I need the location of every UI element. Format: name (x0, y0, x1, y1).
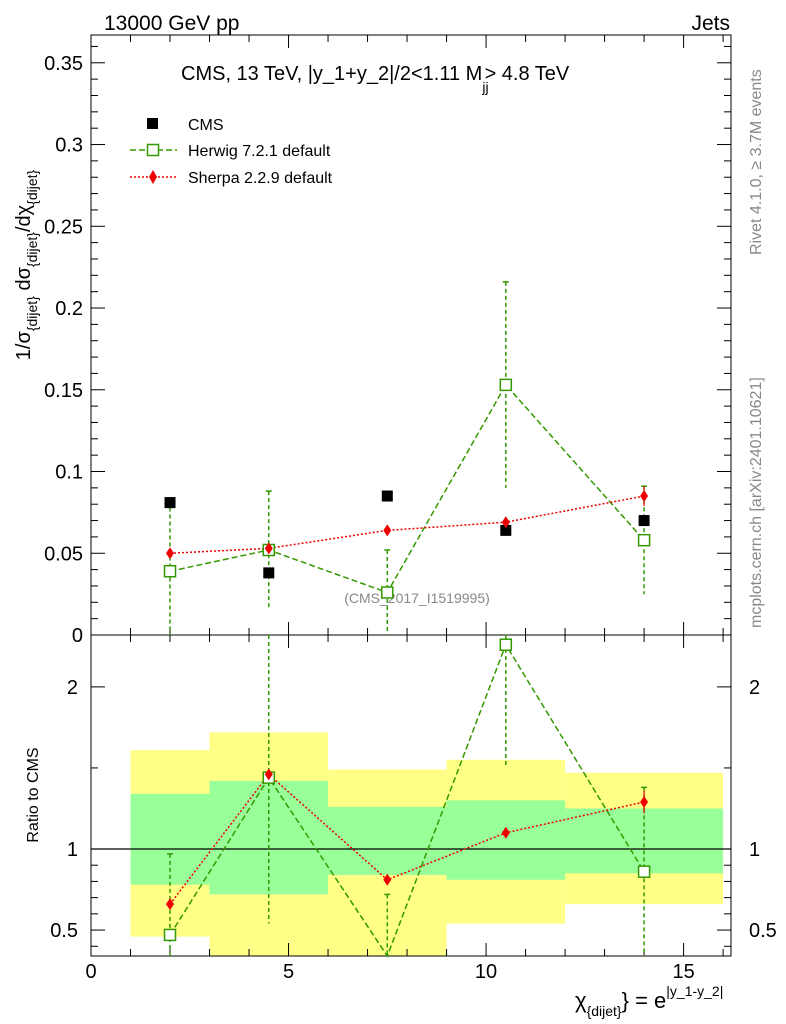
x-tick-label: 0 (85, 961, 96, 983)
x-axis-label: χ{dijet}} = e|y_1-y_2| (575, 983, 723, 1019)
herwig-data-point (637, 533, 651, 547)
cms-data-point (164, 497, 176, 509)
sherpa-ratio-point (264, 768, 273, 781)
y-tick-label: 0.05 (44, 543, 83, 565)
sherpa-ratio-point (640, 795, 649, 808)
ratio-y-tick-label-right: 2 (749, 677, 760, 699)
ratio-plot-frame (90, 634, 732, 957)
ratio-y-tick-label-right: 0.5 (749, 920, 777, 942)
sherpa-data-point (264, 542, 273, 555)
category-label: Jets (691, 12, 730, 35)
sherpa-ratio-point (383, 873, 392, 886)
herwig-ratio-point (163, 928, 177, 942)
cms-data-point (638, 515, 650, 527)
y-tick-label: 0.1 (55, 462, 83, 484)
y-tick-label: 0 (72, 625, 83, 647)
herwig-data-point (499, 378, 513, 392)
y-tick-label: 0.35 (44, 53, 83, 75)
x-tick-label: 15 (672, 961, 694, 983)
ratio-band-inner (446, 800, 566, 880)
sherpa-series-line (169, 495, 645, 555)
analysis-tag: (CMS_2017_I1519995) (344, 590, 490, 606)
ratio-band-inner (328, 806, 447, 875)
sherpa-data-point (640, 490, 649, 503)
cms-data-point (500, 524, 512, 536)
legend-marker-herwig (146, 143, 160, 157)
x-tick-label: 10 (475, 961, 497, 983)
y-tick-label: 0.15 (44, 380, 83, 402)
legend-marker-cms (147, 118, 158, 129)
legend-label-herwig: Herwig 7.2.1 default (188, 143, 331, 160)
legend-label-cms: CMS (188, 117, 224, 134)
herwig-data-point (163, 564, 177, 578)
y-tick-label: 0.25 (44, 216, 83, 238)
ratio-y-tick-label: 0.5 (50, 920, 78, 942)
herwig-data-point (381, 586, 394, 599)
herwig-series-line (169, 383, 645, 594)
mcplots-source-label: mcplots.cern.ch [arXiv:2401.10621] (748, 377, 765, 628)
sherpa-ratio-point (166, 898, 175, 911)
sherpa-data-point (166, 547, 175, 560)
ratio-y-tick-label-right: 1 (749, 839, 760, 861)
legend: CMS Herwig 7.2.1 default Sherpa 2.2.9 de… (130, 117, 333, 187)
cms-data-point (381, 490, 393, 502)
ratio-y-tick-label: 2 (67, 677, 78, 699)
herwig-ratio-point (499, 638, 513, 651)
rivet-version-label: Rivet 4.1.0, ≥ 3.7M events (748, 69, 765, 255)
process-label: 13000 GeV pp (104, 12, 239, 35)
sherpa-data-point (501, 516, 510, 529)
legend-marker-sherpa (149, 170, 157, 184)
ratio-y-axis-label: Ratio to CMS (25, 747, 42, 842)
y-tick-label: 0.3 (55, 135, 83, 157)
cms-data-point (263, 567, 275, 579)
x-tick-label: 5 (283, 961, 294, 983)
herwig-ratio-point (637, 865, 651, 878)
y-tick-label: 0.2 (55, 298, 83, 320)
legend-label-sherpa: Sherpa 2.2.9 default (188, 170, 333, 187)
sherpa-ratio-point (501, 826, 510, 839)
main-plot-frame (90, 34, 732, 636)
herwig-ratio-line (169, 643, 645, 958)
sherpa-data-point (383, 524, 392, 537)
plot-title: CMS, 13 TeV, |y_1+y_2|/2<1.11 Mjj> 4.8 T… (181, 63, 570, 95)
main-y-axis-label: 1/σ{dijet} dσ{dijet}/dχ{dijet} (13, 169, 40, 360)
ratio-y-tick-label: 1 (67, 839, 78, 861)
